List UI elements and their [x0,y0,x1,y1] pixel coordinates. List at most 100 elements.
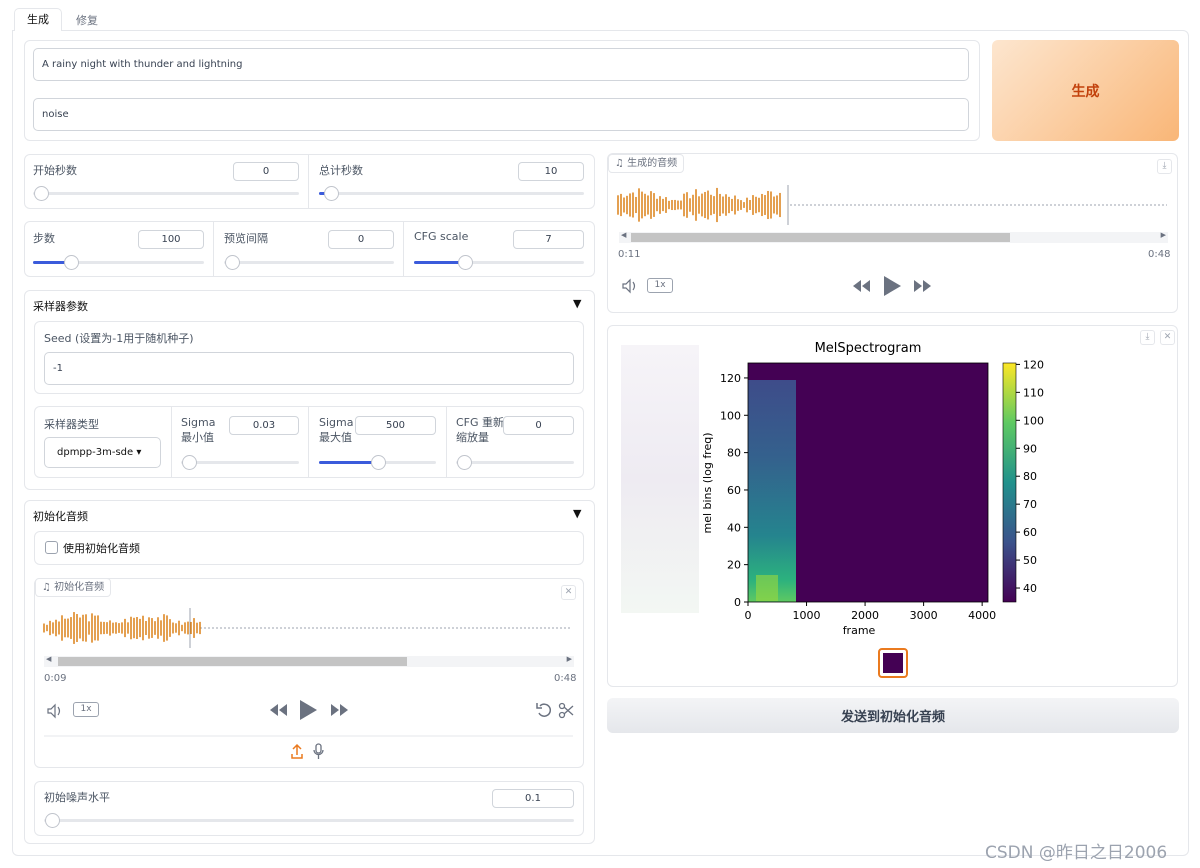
y-tick-label: 0 [734,596,741,609]
tab[interactable]: 生成 [14,8,62,31]
colorbar-tick-label: 40 [1023,582,1037,595]
download-button[interactable]: ⤓ [1157,159,1172,174]
number-input[interactable]: 500 [355,416,436,435]
close-button[interactable]: ✕ [561,585,576,600]
slider[interactable] [44,813,574,828]
number-input[interactable]: 7 [513,230,584,249]
slider[interactable] [319,455,436,470]
y-tick-label: 40 [727,521,741,534]
colorbar-tick-label: 100 [1023,414,1044,427]
number-input[interactable]: 100 [138,230,204,249]
accordion-toggle[interactable]: ▼ [573,297,582,310]
slider-label: 总计秒数 [319,164,363,177]
slider-group [24,154,595,209]
slider-fill [33,261,71,264]
record-button[interactable] [313,743,324,759]
slider-knob[interactable] [324,186,339,201]
download-button[interactable]: ⤓ [1140,330,1155,345]
tab-panel [12,30,1189,856]
number-input[interactable]: 10 [518,162,584,181]
watermark: CSDN @昨日之日2006 [985,843,1168,863]
slider-knob[interactable] [458,255,473,270]
slider[interactable] [33,186,299,201]
slider-knob[interactable] [64,255,79,270]
slider-knob[interactable] [34,186,49,201]
slider[interactable] [319,186,584,201]
slider-knob[interactable] [457,455,472,470]
divider [213,221,214,277]
slider[interactable] [414,255,584,270]
scrollbar[interactable]: ◀ ▶ [619,231,1168,243]
undo-button[interactable] [536,703,552,717]
volume-icon[interactable] [47,703,61,719]
divider [171,406,172,478]
slider-label: Sigma 最小值 [181,416,216,444]
number-input[interactable]: 0.03 [229,416,299,435]
slider[interactable] [33,255,204,270]
blurred-thumbnail [621,345,699,613]
slider-knob[interactable] [371,455,386,470]
y-tick-label: 120 [720,372,741,385]
accordion-title[interactable]: 采样器参数 [33,300,88,313]
slider-label: 预览间隔 [224,232,268,245]
slider-knob[interactable] [225,255,240,270]
colorbar-tick-label: 60 [1023,526,1037,539]
number-input[interactable]: 0 [328,230,394,249]
colorbar-tick-label: 120 [1023,358,1044,371]
divider [308,406,309,478]
checkbox[interactable] [45,541,58,554]
trim-button[interactable] [558,702,574,719]
number-input[interactable]: 0.1 [492,789,574,808]
spectrogram-content [748,380,796,602]
slider[interactable] [456,455,574,470]
tab[interactable]: 修复 [76,14,98,27]
slider-knob[interactable] [182,455,197,470]
slider[interactable] [224,255,394,270]
speed-button[interactable]: 1x [73,702,99,717]
upload-button[interactable] [291,743,303,759]
negative-prompt-input[interactable]: noise [33,98,969,131]
accordion-toggle[interactable]: ▼ [573,507,582,520]
play-button[interactable] [884,276,901,296]
forward-button[interactable] [914,280,931,292]
generate-button[interactable]: 生成 [992,40,1179,141]
thumbnail-selected[interactable] [878,648,908,678]
number-input[interactable]: 0 [233,162,299,181]
speed-button[interactable]: 1x [647,278,673,293]
volume-icon[interactable] [622,278,636,294]
scroll-arrow[interactable]: ◀ [46,655,52,663]
slider[interactable] [181,455,299,470]
colorbar-tick-label: 50 [1023,554,1037,567]
colorbar [1002,362,1017,603]
scroll-thumb[interactable] [58,657,407,666]
thumbnail[interactable] [883,653,903,673]
scrollbar[interactable]: ◀ ▶ [44,655,574,667]
audio-label-text: 生成的音频 [627,158,678,169]
scroll-thumb[interactable] [631,233,1010,242]
forward-button[interactable] [331,704,348,716]
plot-title: MelSpectrogram [815,341,922,356]
y-axis-label: mel bins (log freq) [701,432,714,533]
dropdown[interactable]: dpmpp-3m-sde ▾ [44,437,161,468]
send-button[interactable]: 发送到初始化音频 [607,698,1179,733]
seed-input[interactable]: -1 [44,352,574,385]
x-tick-label: 0 [745,609,752,622]
play-button[interactable] [300,700,317,720]
prompt-input[interactable]: A rainy night with thunder and lightning [33,48,969,81]
rewind-button[interactable] [270,704,287,716]
accordion-title[interactable]: 初始化音频 [33,510,88,523]
rewind-button[interactable] [853,280,870,292]
scroll-arrow[interactable]: ◀ [621,231,627,239]
slider-knob[interactable] [45,813,60,828]
number-input[interactable]: 0 [503,416,574,435]
dropdown-label: 采样器类型 [44,418,99,431]
audio-label: ♫ 生成的音频 [608,154,685,173]
checkbox-label[interactable]: 使用初始化音频 [63,542,140,555]
scroll-arrow[interactable]: ▶ [1160,231,1166,239]
sampler-group [34,406,584,478]
scroll-arrow[interactable]: ▶ [566,655,572,663]
duration: 0:48 [1148,249,1171,260]
close-button[interactable]: ✕ [1160,330,1175,345]
slider-label: 初始噪声水平 [44,791,110,804]
